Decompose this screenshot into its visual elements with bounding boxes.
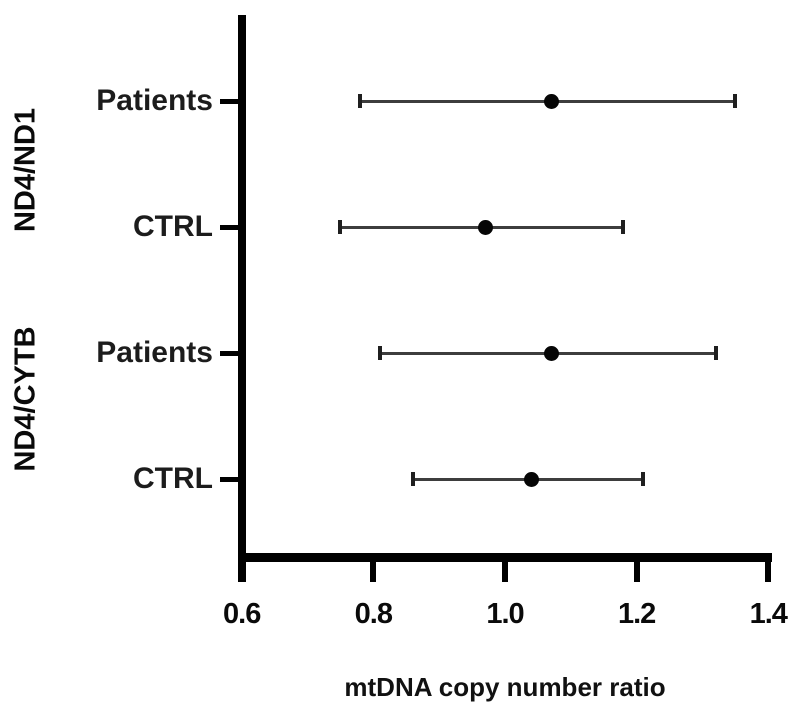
row-label: CTRL bbox=[133, 210, 213, 243]
error-bar-cap-left bbox=[377, 346, 382, 360]
error-bar-cap-left bbox=[358, 94, 363, 108]
y-tick bbox=[220, 350, 238, 356]
error-bar-cap-left bbox=[410, 472, 415, 486]
error-bar-cap-right bbox=[713, 346, 718, 360]
x-tick-label: 1.4 bbox=[749, 598, 788, 630]
x-tick-label: 0.8 bbox=[354, 598, 393, 630]
y-tick bbox=[220, 98, 238, 104]
x-tick bbox=[238, 553, 245, 582]
x-tick-label: 1.0 bbox=[486, 598, 524, 630]
row-label: Patients bbox=[96, 336, 213, 369]
error-bar-cap-left bbox=[338, 220, 343, 234]
y-axis-spine bbox=[238, 15, 246, 582]
error-bar-cap-right bbox=[733, 94, 738, 108]
y-tick bbox=[220, 476, 238, 482]
error-bar-cap-right bbox=[641, 472, 646, 486]
x-tick-label: 0.6 bbox=[223, 598, 261, 630]
mean-marker bbox=[477, 219, 493, 235]
row-label: CTRL bbox=[133, 462, 213, 495]
x-tick bbox=[633, 553, 640, 582]
mean-marker bbox=[543, 93, 559, 109]
x-axis-title: mtDNA copy number ratio bbox=[344, 672, 666, 702]
x-tick-label: 1.2 bbox=[617, 598, 656, 630]
x-tick bbox=[370, 553, 377, 582]
mean-marker bbox=[543, 345, 559, 361]
y-tick bbox=[220, 224, 238, 230]
row-label: Patients bbox=[96, 84, 213, 117]
mean-marker bbox=[523, 471, 539, 487]
x-tick bbox=[502, 553, 508, 582]
error-bar-cap-right bbox=[621, 220, 626, 234]
x-tick bbox=[765, 553, 772, 582]
